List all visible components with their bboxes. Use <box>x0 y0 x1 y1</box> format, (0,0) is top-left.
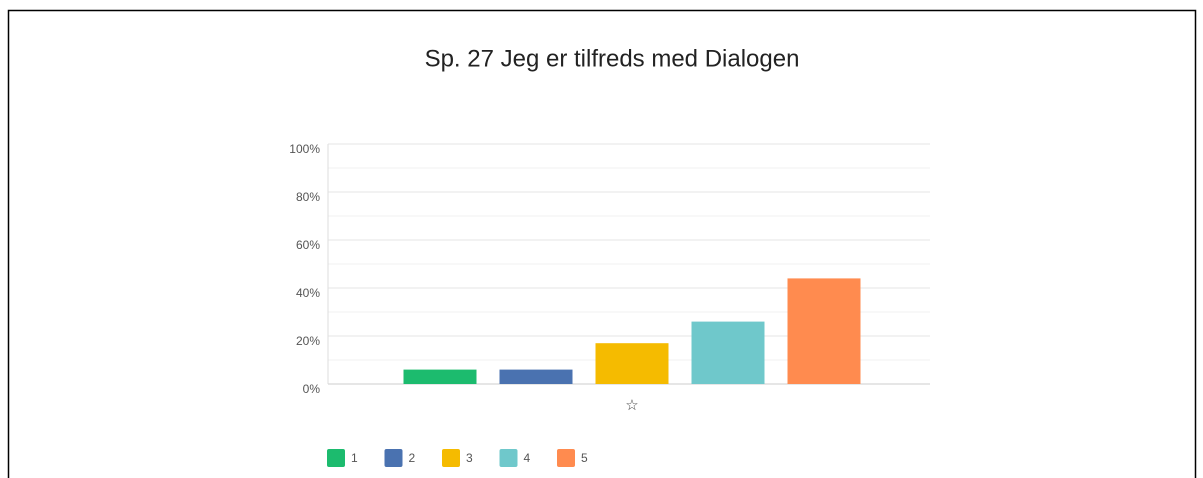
legend-swatch <box>557 449 575 467</box>
legend-swatch <box>384 449 403 467</box>
y-tick-label: 80% <box>296 190 320 204</box>
legend-swatch <box>499 449 518 467</box>
y-tick-label: 40% <box>296 286 320 300</box>
legend-swatch <box>442 449 460 467</box>
legend-swatch <box>327 449 345 467</box>
y-tick-label: 20% <box>296 334 320 348</box>
y-tick-label: 0% <box>303 382 321 396</box>
bar <box>403 369 477 384</box>
bar <box>595 343 669 384</box>
bar <box>499 369 573 384</box>
y-tick-label: 100% <box>289 142 320 156</box>
x-tick-label: ☆ <box>625 397 638 414</box>
legend-label: 4 <box>524 451 531 465</box>
chart-title: Sp. 27 Jeg er tilfreds med Dialogen <box>425 45 800 72</box>
legend-label: 3 <box>466 451 473 465</box>
legend-label: 1 <box>351 451 358 465</box>
legend-label: 5 <box>581 451 588 465</box>
legend-label: 2 <box>409 451 416 465</box>
y-tick-label: 60% <box>296 238 320 252</box>
bar <box>787 278 861 384</box>
frame <box>7 9 1197 478</box>
bar <box>691 321 765 384</box>
